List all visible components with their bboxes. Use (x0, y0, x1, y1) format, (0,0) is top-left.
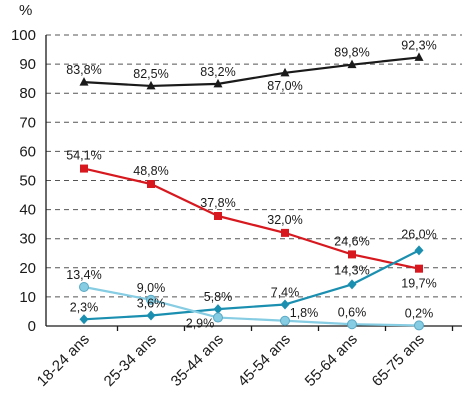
series-line (83, 285, 420, 327)
data-label: 3,6% (137, 297, 166, 311)
y-tick-label: 40 (19, 202, 36, 219)
y-tick-label: 60 (19, 143, 36, 160)
y-tick-label: 30 (19, 231, 36, 248)
data-label: 83,8% (66, 63, 101, 77)
data-point (213, 312, 223, 323)
data-label: 5,8% (204, 290, 233, 304)
data-label: 24,6% (334, 234, 369, 248)
data-point (280, 67, 290, 77)
data-point (415, 264, 423, 273)
data-label: 19,7% (401, 277, 436, 291)
y-tick-label: 100 (11, 27, 36, 44)
data-label: 92,3% (401, 38, 436, 52)
data-label: 1,8% (290, 306, 319, 320)
data-point (280, 299, 290, 310)
data-point (146, 80, 156, 90)
x-tick-label: 25-34 ans (101, 331, 160, 390)
data-label: 37,8% (200, 196, 235, 210)
data-label: 54,1% (66, 149, 101, 163)
data-point (79, 282, 89, 293)
data-point (80, 164, 88, 173)
data-point (348, 250, 356, 259)
data-label: 0,6% (338, 305, 367, 319)
data-point (347, 59, 357, 69)
data-point (146, 310, 156, 321)
data-label: 48,8% (133, 164, 168, 178)
data-point (347, 319, 357, 330)
data-point (213, 304, 223, 315)
data-point (414, 245, 424, 256)
data-label: 87,0% (267, 79, 302, 93)
data-point (146, 294, 156, 305)
data-label: 2,3% (70, 300, 99, 314)
series-line (83, 249, 420, 321)
series-line (83, 56, 420, 88)
data-point (214, 212, 222, 221)
data-label: 0,2% (405, 306, 434, 320)
data-label: 89,8% (334, 46, 369, 60)
data-label: 82,5% (133, 67, 168, 81)
data-point (414, 320, 424, 331)
y-tick-label: 20 (19, 260, 36, 277)
y-tick-label: 0 (28, 318, 36, 335)
data-point (280, 315, 290, 326)
data-point (147, 179, 155, 188)
data-point (79, 77, 89, 86)
data-label: 83,2% (200, 65, 235, 79)
y-tick-label: 50 (19, 173, 36, 190)
gridlines (46, 34, 462, 298)
x-tick-label: 55-64 ans (302, 331, 361, 390)
y-axis-unit-label: % (19, 2, 32, 19)
x-tick-label: 35-44 ans (168, 331, 227, 390)
data-label: 9,0% (137, 281, 166, 295)
x-tick-label: 65-75 ans (369, 331, 428, 390)
series-line (83, 167, 420, 270)
data-labels: 83,8% 82,5% 83,2% 87,0% 89,8% 92,3% 54,1% 48,8%… (66, 38, 436, 330)
y-tick-label: 10 (19, 289, 36, 306)
series-group (79, 52, 424, 331)
x-tick-label: 18-24 ans (34, 331, 93, 390)
data-label: 2,9% (186, 317, 215, 331)
data-point (347, 279, 357, 290)
data-point (281, 228, 289, 237)
data-point (213, 78, 223, 88)
data-label: 7,4% (271, 285, 300, 299)
data-point (414, 52, 424, 61)
x-tick-label: 45-54 ans (235, 331, 294, 390)
y-tick-label: 80 (19, 85, 36, 102)
data-label: 32,0% (267, 213, 302, 227)
y-tick-label: 70 (19, 114, 36, 131)
data-point (79, 314, 89, 325)
data-label: 13,4% (66, 268, 101, 282)
data-label: 14,3% (334, 263, 369, 277)
y-tick-label: 90 (19, 56, 36, 73)
data-label: 26,0% (401, 227, 436, 241)
